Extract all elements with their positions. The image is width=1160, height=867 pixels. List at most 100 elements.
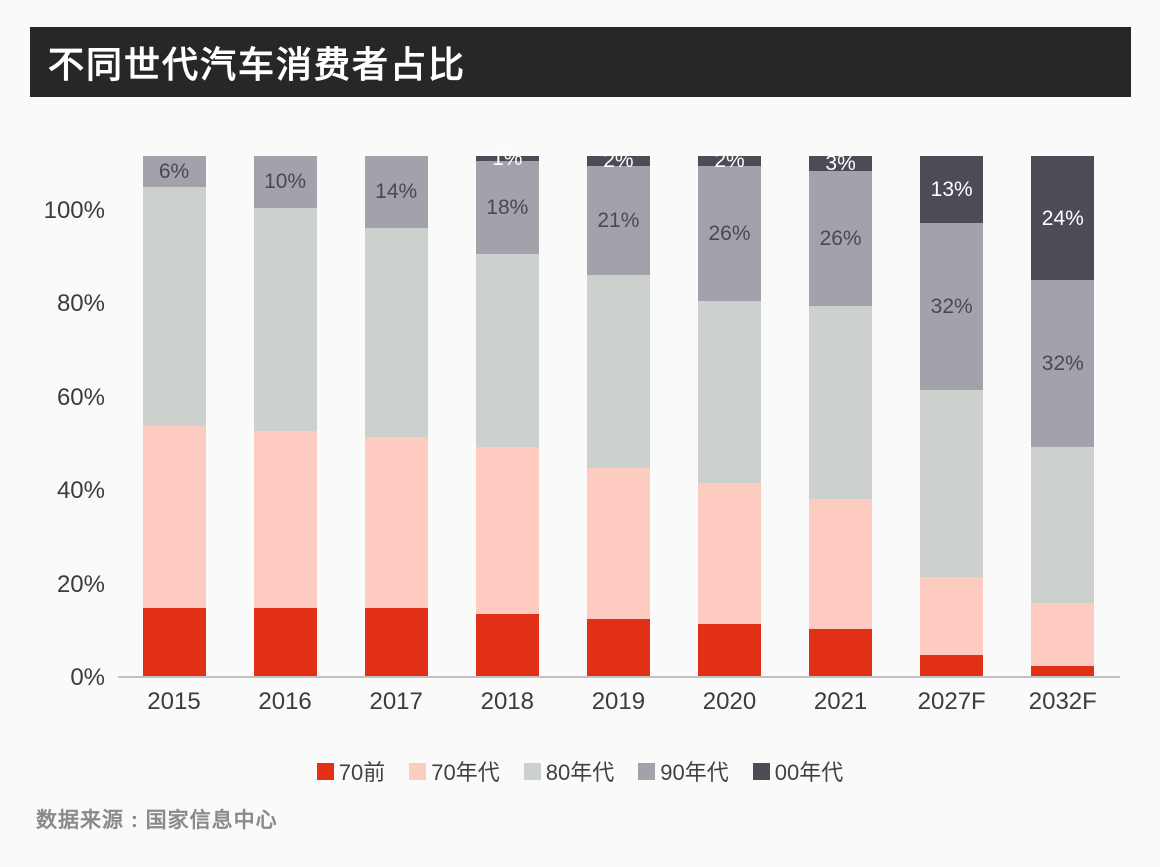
- bar-segment-pre-70: [1031, 665, 1095, 676]
- bar-segment-pre-70: [698, 623, 761, 676]
- x-tick-2019: 2019: [591, 688, 646, 715]
- bar-segment-00s: 2%: [698, 150, 761, 171]
- segment-value-label: 14%: [375, 180, 418, 204]
- legend-item-70s: 70年代: [409, 755, 500, 787]
- bar-segment-pre-70: [809, 629, 873, 676]
- bar-segment-90s: 14%: [364, 155, 428, 229]
- bar-segment-80s: [698, 301, 761, 484]
- bar-2017: 14%: [364, 155, 428, 676]
- bar-segment-80s: [253, 207, 317, 432]
- segment-value-label: 24%: [1041, 206, 1084, 230]
- legend-label-90s: 90年代: [660, 760, 729, 785]
- bar-segment-90s: 18%: [475, 160, 539, 255]
- bar-segment-90s: 32%: [1031, 280, 1095, 447]
- bar-segment-80s: [920, 389, 984, 578]
- bar-segment-pre-70: [586, 618, 650, 676]
- segment-value-label: 26%: [819, 227, 862, 251]
- legend-swatch-00s: [752, 762, 770, 780]
- bar-segment-00s: 24%: [1031, 155, 1095, 281]
- legend-item-00s: 00年代: [752, 755, 844, 787]
- segment-value-label: 18%: [486, 196, 529, 220]
- y-tick-80: 80%: [56, 290, 105, 317]
- bar-segment-80s: [142, 186, 206, 427]
- title-bar: 不同世代汽车消费者占比: [30, 27, 1131, 97]
- legend-label-pre-70: 70前: [338, 760, 386, 785]
- bar-segment-00s: 13%: [920, 155, 984, 224]
- bar-segment-70s: [253, 431, 317, 609]
- bar-segment-80s: [586, 275, 650, 468]
- bar-segment-80s: [1031, 447, 1095, 604]
- legend-label-80s: 80年代: [545, 760, 615, 785]
- bar-segment-70s: [1031, 603, 1095, 666]
- bar-segment-pre-70: [364, 608, 428, 676]
- bar-segment-70s: [586, 467, 650, 619]
- bar-2015: 6%: [142, 155, 206, 676]
- bar-segment-pre-70: [253, 608, 317, 676]
- bar-segment-00s: 3%: [809, 151, 873, 175]
- page-title: 不同世代汽车消费者占比: [48, 44, 467, 85]
- bar-segment-70s: [475, 447, 539, 614]
- legend-item-pre-70: 70前: [316, 755, 386, 787]
- bar-segment-70s: [698, 483, 761, 624]
- y-tick-0: 0%: [70, 664, 105, 691]
- y-tick-60: 60%: [56, 383, 105, 411]
- bar-segment-90s: 26%: [698, 165, 761, 302]
- data-source-note: 数据来源 : 国家信息中心: [36, 809, 278, 832]
- segment-value-label: 2%: [714, 149, 745, 173]
- legend-label-00s: 00年代: [774, 760, 844, 785]
- bar-segment-90s: 10%: [253, 155, 317, 208]
- legend-label-70s: 70年代: [431, 760, 500, 785]
- chart-legend: 70前 70年代 80年代 90年代 00年代: [0, 755, 1160, 787]
- bar-segment-70s: [809, 499, 873, 630]
- x-tick-2027F: 2027F: [917, 688, 986, 715]
- bar-segment-70s: [364, 436, 428, 609]
- bar-segment-70s: [920, 577, 984, 656]
- segment-value-label: 32%: [930, 294, 973, 318]
- bar-2027F: 32% 13%: [920, 155, 984, 676]
- y-tick-20: 20%: [56, 570, 105, 598]
- bar-segment-90s: 26%: [809, 171, 873, 307]
- segment-value-label: 32%: [1041, 352, 1084, 376]
- segment-value-label: 26%: [708, 222, 751, 246]
- segment-value-label: 3%: [825, 151, 856, 175]
- bar-segment-pre-70: [475, 613, 539, 676]
- bar-segment-80s: [364, 228, 428, 437]
- bar-segment-pre-70: [142, 608, 206, 676]
- legend-swatch-80s: [523, 762, 541, 780]
- segment-value-label: 10%: [264, 170, 307, 194]
- bar-segment-00s: 2%: [586, 150, 650, 171]
- legend-item-80s: 80年代: [523, 755, 615, 787]
- segment-value-label: 13%: [930, 177, 973, 201]
- bar-2032F: 32% 24%: [1031, 155, 1095, 676]
- legend-swatch-pre-70: [316, 762, 334, 780]
- x-tick-2015: 2015: [147, 688, 201, 715]
- legend-item-90s: 90年代: [638, 755, 729, 787]
- bar-segment-70s: [142, 426, 206, 609]
- bar-segment-90s: 32%: [920, 223, 984, 390]
- bar-segment-90s: 6%: [142, 155, 206, 187]
- bar-2020: 26% 2%: [698, 150, 761, 676]
- x-tick-2017: 2017: [369, 688, 423, 715]
- x-tick-2021: 2021: [813, 688, 868, 715]
- segment-value-label: 6%: [158, 159, 190, 183]
- segment-value-label: 21%: [597, 209, 640, 233]
- bar-2018: 18% 1%: [475, 148, 539, 676]
- bar-segment-80s: [475, 254, 539, 447]
- segment-value-label: 2%: [603, 149, 634, 173]
- plot-area: 6% 10% 14% 18% 1% 21% 2% 26% 2% 26% 3% 32% 13% 32% 24%: [118, 148, 1120, 678]
- segment-value-label: 1%: [492, 146, 523, 170]
- x-tick-2020: 2020: [702, 688, 757, 715]
- x-tick-2016: 2016: [258, 688, 312, 715]
- bar-segment-90s: 21%: [586, 165, 650, 276]
- bar-segment-00s: 1%: [475, 148, 539, 169]
- y-tick-100: 100%: [43, 196, 105, 224]
- bar-2016: 10%: [253, 155, 317, 676]
- bar-2019: 21% 2%: [586, 150, 650, 676]
- bar-segment-pre-70: [920, 655, 984, 676]
- legend-swatch-90s: [638, 762, 656, 780]
- legend-swatch-70s: [409, 762, 427, 780]
- x-tick-2032F: 2032F: [1028, 688, 1097, 715]
- y-tick-40: 40%: [56, 477, 105, 504]
- bar-2021: 26% 3%: [809, 151, 873, 676]
- bar-segment-80s: [809, 306, 873, 500]
